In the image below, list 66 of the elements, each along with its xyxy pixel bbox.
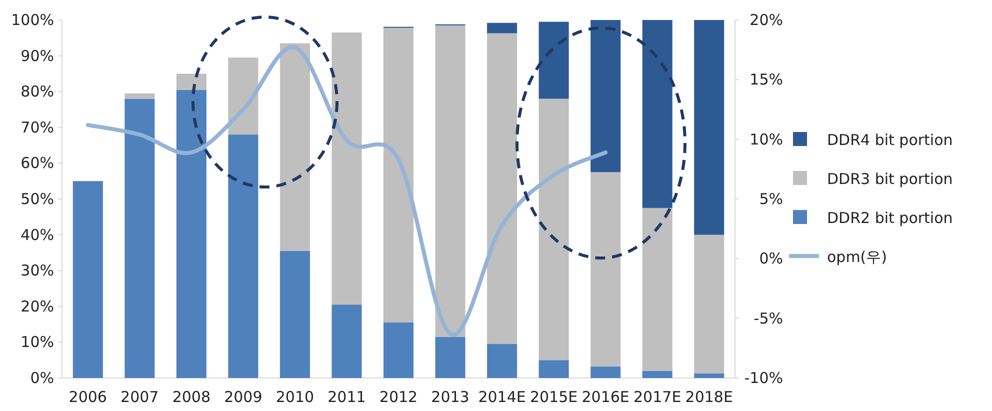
y-tick-label: 0% — [30, 369, 54, 387]
y-tick-label: 60% — [20, 154, 54, 172]
bar — [124, 98, 155, 378]
bar — [72, 181, 103, 378]
bar — [383, 322, 414, 378]
y-tick-label: 100% — [11, 11, 54, 29]
bar — [228, 134, 258, 378]
bar — [487, 22, 518, 34]
legend-label: DDR2 bit portion — [827, 209, 953, 227]
bar — [280, 43, 310, 251]
y-tick-label: 90% — [20, 46, 54, 65]
x-tick-label: 2007 — [120, 388, 159, 406]
y2-tick-label: 20% — [750, 11, 783, 29]
y2-tick-label: -10% — [744, 369, 783, 387]
y2-tick-label: 0% — [759, 250, 783, 268]
y2-tick-label: 15% — [750, 70, 783, 89]
bar — [332, 304, 362, 378]
x-tick-label: 2010 — [276, 388, 314, 406]
y2-tick-label: 10% — [750, 130, 783, 148]
bar — [435, 25, 466, 337]
y-tick-label: 40% — [20, 226, 54, 244]
bar — [590, 366, 621, 378]
bar — [590, 172, 621, 367]
bar — [435, 336, 466, 378]
y2-tick-label: -5% — [754, 309, 783, 328]
x-tick-label: 2009 — [224, 388, 262, 406]
x-tick-label: 2006 — [68, 388, 107, 406]
bar — [590, 20, 621, 172]
bar — [487, 33, 518, 344]
y-tick-label: 50% — [20, 190, 54, 208]
y-tick-label: 20% — [20, 297, 54, 316]
bar — [642, 20, 672, 208]
bar — [176, 90, 206, 378]
bar — [280, 250, 310, 378]
bar — [487, 344, 518, 378]
y-tick-label: 30% — [20, 262, 54, 280]
x-tick-label: 2011 — [328, 388, 366, 406]
bar — [642, 208, 672, 371]
x-tick-label: 2016E — [582, 388, 630, 406]
bar — [332, 32, 362, 305]
y-tick-label: 70% — [20, 118, 54, 136]
bar — [538, 98, 569, 360]
line-series — [86, 45, 608, 336]
bar — [176, 74, 206, 90]
bar — [694, 373, 724, 378]
legend-label: opm(우) — [827, 248, 888, 266]
bar — [538, 360, 569, 378]
y-tick-label: 10% — [20, 333, 54, 352]
bar — [124, 93, 155, 99]
y-tick-label: 80% — [20, 82, 54, 101]
x-tick-label: 2017E — [634, 388, 682, 406]
x-tick-label: 2015E — [530, 388, 578, 406]
legend-label: DDR3 bit portion — [827, 170, 953, 188]
bar — [383, 28, 414, 323]
x-tick-label: 2018E — [685, 388, 733, 406]
x-tick-label: 2008 — [172, 388, 211, 406]
bar — [694, 234, 724, 374]
x-tick-label: 2014E — [478, 388, 526, 406]
legend-label: DDR4 bit portion — [827, 131, 953, 149]
bar — [538, 22, 569, 99]
y2-tick-label: 5% — [759, 190, 783, 208]
x-tick-label: 2013 — [431, 388, 470, 406]
bar — [694, 20, 724, 235]
x-tick-label: 2012 — [379, 388, 418, 406]
bar — [228, 58, 258, 135]
bar — [642, 370, 672, 378]
